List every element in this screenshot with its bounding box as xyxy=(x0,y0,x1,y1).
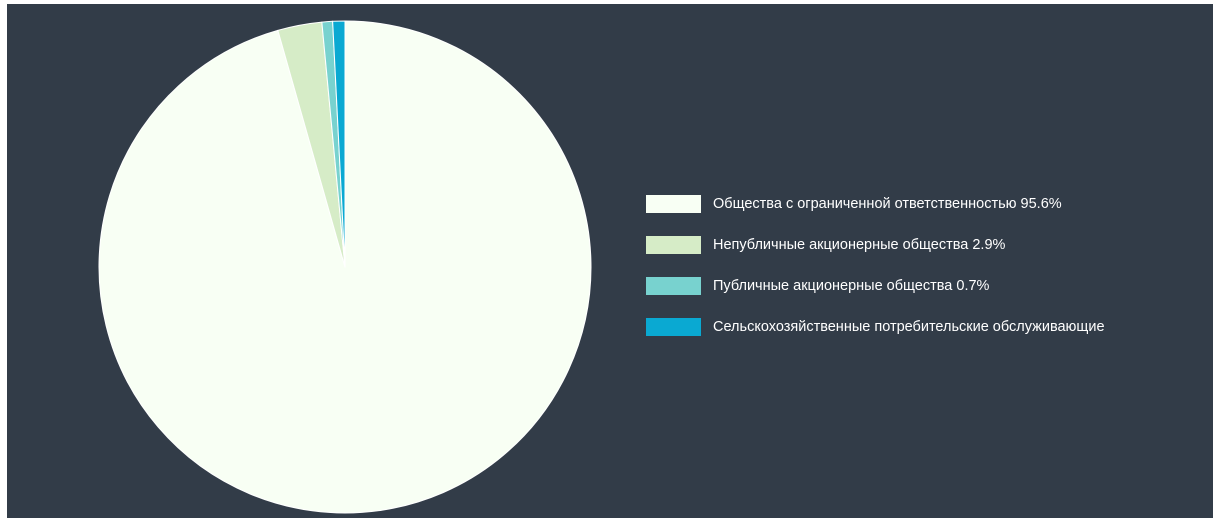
legend-label-non-public-jsc: Непубличные акционерные общества 2.9% xyxy=(713,237,1006,253)
legend-item-llc[interactable]: Общества с ограниченной ответственностью… xyxy=(646,192,1105,216)
legend-swatch-agri-coop xyxy=(646,318,701,336)
legend-label-public-jsc: Публичные акционерные общества 0.7% xyxy=(713,278,990,294)
legend-swatch-non-public-jsc xyxy=(646,236,701,254)
legend-label-llc: Общества с ограниченной ответственностью… xyxy=(713,196,1062,212)
chart-panel: Общества с ограниченной ответственностью… xyxy=(7,4,1213,518)
legend-item-public-jsc[interactable]: Публичные акционерные общества 0.7% xyxy=(646,274,1105,298)
pie-slice-agri-coop[interactable] xyxy=(332,20,346,268)
legend-label-agri-coop: Сельскохозяйственные потребительские обс… xyxy=(713,319,1105,335)
legend: Общества с ограниченной ответственностью… xyxy=(646,192,1105,356)
legend-swatch-public-jsc xyxy=(646,277,701,295)
legend-swatch-llc xyxy=(646,195,701,213)
legend-item-agri-coop[interactable]: Сельскохозяйственные потребительские обс… xyxy=(646,315,1105,339)
pie-chart xyxy=(98,20,592,514)
legend-item-non-public-jsc[interactable]: Непубличные акционерные общества 2.9% xyxy=(646,233,1105,257)
pie-slices xyxy=(98,20,592,514)
